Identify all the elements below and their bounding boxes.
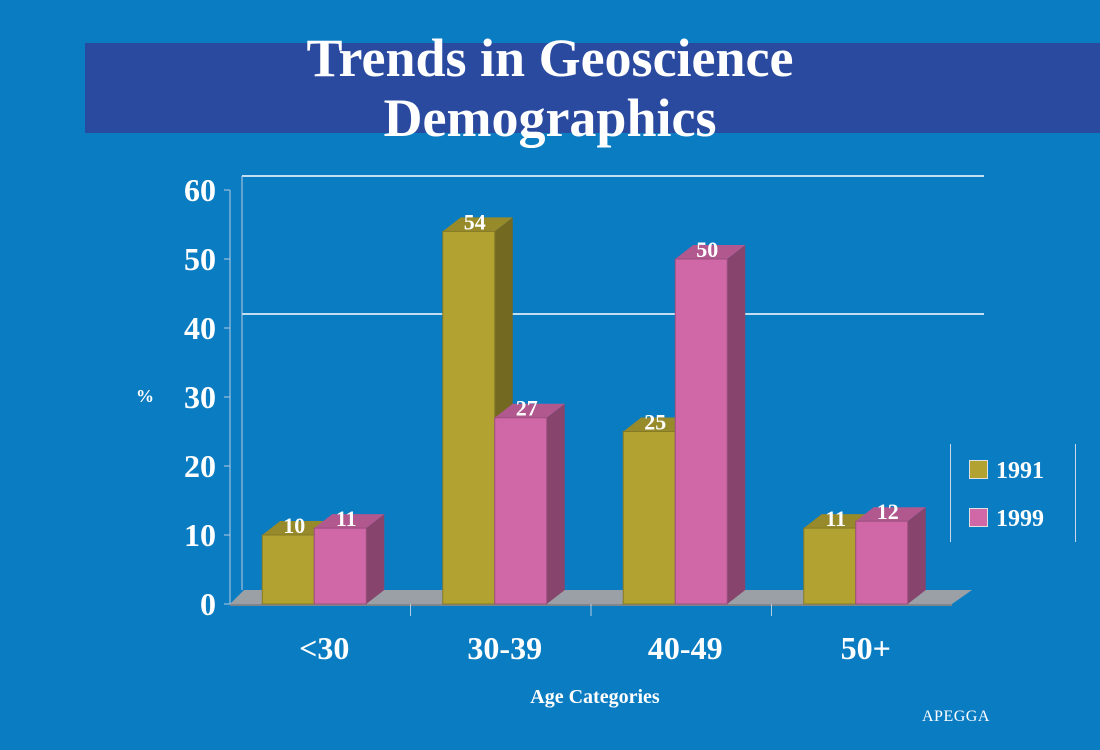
data-label-1991-2: 25 — [644, 410, 666, 435]
y-tick-label-20: 20 — [184, 448, 216, 484]
bar-side-1999-3 — [907, 507, 926, 604]
x-tick-label-0: <30 — [299, 630, 349, 666]
x-tick-label-2: 40-49 — [648, 630, 723, 666]
legend-label-1991: 1991 — [996, 458, 1044, 484]
legend-label-1999: 1999 — [996, 506, 1044, 532]
data-label-1999-1: 27 — [516, 396, 538, 421]
y-tick-label-50: 50 — [184, 241, 216, 277]
bar-top-1991-1 — [442, 217, 513, 232]
bar-top-1999-1 — [494, 403, 565, 418]
bar-1999-1 — [494, 417, 548, 605]
y-tick-label-40: 40 — [184, 310, 216, 346]
bar-top-1999-2 — [675, 245, 746, 259]
data-label-1991-3: 11 — [825, 506, 846, 531]
bar-side-1999-1 — [546, 403, 565, 604]
legend: 1991 1999 — [950, 444, 1076, 542]
bar-1991-3 — [803, 527, 857, 605]
y-tick-label-10: 10 — [184, 517, 216, 553]
data-label-1999-0: 11 — [336, 506, 357, 531]
legend-swatch-1999 — [969, 508, 988, 527]
x-tick-label-3: 50+ — [841, 630, 891, 666]
data-label-1991-0: 10 — [283, 513, 305, 538]
chart-title-line-1: Trends in Geoscience — [306, 28, 794, 88]
bar-1999-2 — [674, 258, 728, 605]
y-axis-label: % — [136, 386, 154, 406]
bar-1999-0 — [313, 527, 367, 605]
bar-1991-2 — [622, 431, 676, 605]
y-tick-label-30: 30 — [184, 379, 216, 415]
source-label: APEGGA — [922, 708, 990, 725]
chart-title-line-2: Demographics — [383, 88, 717, 148]
data-label-1999-2: 50 — [696, 237, 718, 262]
chart-floor — [230, 590, 972, 604]
y-tick-label-0: 0 — [200, 586, 216, 622]
legend-swatch-1991 — [969, 460, 988, 479]
y-tick-label-60: 60 — [184, 172, 216, 208]
data-label-1999-3: 12 — [877, 499, 899, 524]
bar-side-1999-2 — [727, 245, 746, 604]
chart-title: Trends in Geoscience Demographics — [0, 28, 1100, 148]
x-axis-label: Age Categories — [530, 686, 660, 708]
legend-item-1999: 1999 — [969, 504, 1044, 534]
bar-1991-1 — [442, 230, 496, 605]
bar-side-1999-0 — [366, 514, 385, 604]
data-label-1991-1: 54 — [464, 209, 486, 234]
bar-1991-0 — [261, 534, 315, 605]
bar-top-1999-0 — [314, 514, 385, 529]
title-band — [85, 43, 1100, 133]
bar-top-1999-3 — [855, 507, 926, 522]
bar-1999-3 — [855, 520, 909, 605]
legend-item-1991: 1991 — [969, 456, 1044, 486]
x-tick-label-1: 30-39 — [467, 630, 542, 666]
